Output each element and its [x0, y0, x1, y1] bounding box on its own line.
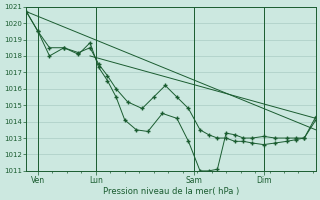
X-axis label: Pression niveau de la mer( hPa ): Pression niveau de la mer( hPa ): [103, 187, 239, 196]
